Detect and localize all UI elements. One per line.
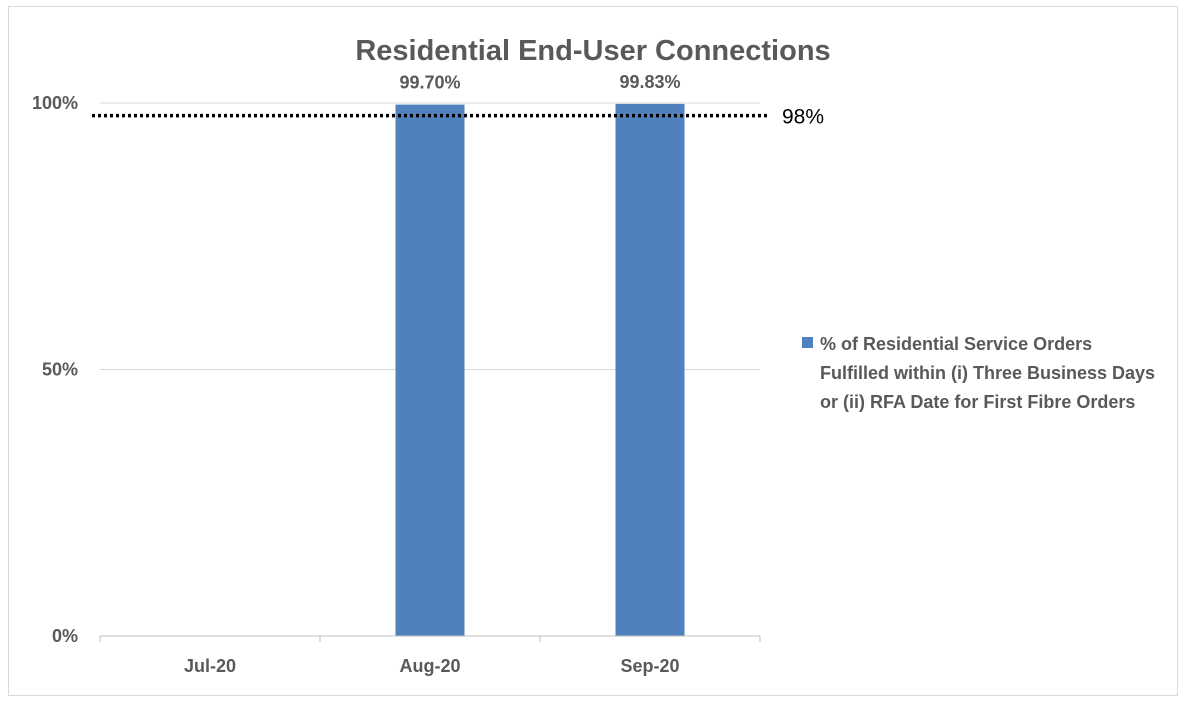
chart-title: Residential End-User Connections xyxy=(355,35,830,67)
chart-frame xyxy=(8,6,1178,696)
bars: 99.70% 99.83% xyxy=(395,72,685,636)
x-tick-label: Sep-20 xyxy=(620,656,679,676)
y-axis-ticks: 0% 50% 100% xyxy=(32,93,78,646)
x-axis-ticks: Jul-20 Aug-20 Sep-20 xyxy=(184,656,680,676)
x-tick-label: Jul-20 xyxy=(184,656,236,676)
x-tick-label: Aug-20 xyxy=(399,656,460,676)
y-tick-label: 0% xyxy=(52,626,78,646)
legend-label: % of Residential Service Orders Fulfille… xyxy=(820,334,1156,412)
y-tick-label: 50% xyxy=(42,360,78,380)
target-label: 98% xyxy=(782,106,824,129)
legend-swatch xyxy=(802,337,813,348)
bar xyxy=(615,103,685,636)
data-label: 99.83% xyxy=(619,72,680,92)
y-tick-label: 100% xyxy=(32,93,78,113)
bar xyxy=(395,104,465,636)
target-line-group: 98% xyxy=(92,106,824,129)
legend: % of Residential Service Orders Fulfille… xyxy=(802,330,1162,417)
data-label: 99.70% xyxy=(399,73,460,93)
x-axis xyxy=(99,635,761,642)
